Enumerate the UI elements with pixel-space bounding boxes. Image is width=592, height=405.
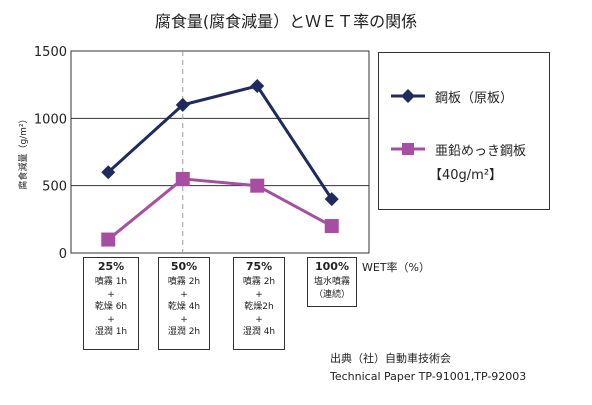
condition-step: 乾燥 6h — [94, 302, 128, 312]
condition-steps: 噴霧 2h + 乾燥2h + 湿潤 4h — [234, 276, 284, 339]
chart-title: 腐食量(腐食減量）とＷＥＴ率の関係 — [155, 12, 417, 31]
data-point-diamond — [324, 192, 339, 207]
data-point-diamond — [250, 79, 265, 94]
condition-box-75: 75% 噴霧 2h + 乾燥2h + 湿潤 4h — [233, 257, 285, 350]
legend-marker-galvanized — [402, 143, 414, 155]
legend-markers — [391, 89, 425, 155]
condition-step: + — [255, 289, 263, 300]
data-point-square — [175, 171, 190, 186]
data-point-square — [324, 219, 339, 234]
legend-marker-steel — [401, 89, 415, 103]
data-point-square — [101, 232, 116, 247]
legend-label-galvanized: 亜鉛めっき鋼板 — [435, 144, 527, 159]
condition-step: （連続） — [313, 289, 350, 300]
condition-step: 噴霧 1h — [94, 277, 128, 287]
condition-step: 乾燥 4h — [167, 302, 201, 312]
legend-note: 【40g/m²】 — [429, 168, 503, 183]
legend-label-steel: 鋼板（原板） — [435, 91, 514, 106]
condition-step: 乾燥2h — [244, 302, 274, 312]
condition-steps: 噴霧 1h + 乾燥 6h + 湿潤 1h — [84, 276, 138, 339]
condition-step: + — [107, 289, 115, 300]
condition-steps: 塩水噴霧 （連続） — [308, 276, 356, 301]
condition-step: 塩水噴霧 — [313, 277, 350, 287]
y-axis-label: 腐食減量（g/m²） — [17, 114, 29, 189]
condition-pct: 25% — [97, 260, 125, 273]
condition-pct: 50% — [170, 260, 198, 273]
y-tick-label: 1500 — [34, 45, 67, 60]
condition-steps: 噴霧 2h + 乾燥 4h + 湿潤 2h — [159, 276, 209, 339]
series-line-1 — [107, 177, 333, 241]
data-point-square — [250, 178, 265, 193]
source-line-1: 出典（社）自動車技術会 — [330, 352, 451, 365]
legend: 鋼板（原板） 亜鉛めっき鋼板 【40g/m²】 — [378, 52, 550, 210]
condition-step: + — [180, 289, 188, 300]
data-point-diamond — [101, 165, 116, 180]
source-line-2: Technical Paper TP-91001,TP-92003 — [330, 370, 527, 383]
plot-area: 0 500 1000 1500 — [34, 45, 370, 262]
condition-step: + — [180, 314, 188, 325]
data-point-diamond — [175, 97, 190, 112]
condition-box-25: 25% 噴霧 1h + 乾燥 6h + 湿潤 1h — [83, 257, 139, 350]
y-tick-label: 0 — [59, 247, 67, 262]
condition-box-100: 100% 塩水噴霧 （連続） — [307, 257, 357, 307]
condition-pct: 75% — [245, 260, 273, 273]
condition-step: 噴霧 2h — [167, 277, 201, 287]
condition-step: 湿潤 2h — [167, 327, 201, 337]
condition-step: + — [255, 314, 263, 325]
y-tick-label: 1000 — [34, 112, 67, 127]
y-tick-label: 500 — [42, 180, 67, 195]
condition-box-50: 50% 噴霧 2h + 乾燥 4h + 湿潤 2h — [158, 257, 210, 350]
condition-step: 湿潤 1h — [94, 327, 128, 337]
x-axis-label: WET率（%） — [362, 260, 430, 274]
condition-step: 湿潤 4h — [242, 327, 276, 337]
condition-pct: 100% — [315, 260, 349, 273]
series-line-0 — [107, 84, 334, 200]
condition-step: 噴霧 2h — [242, 277, 276, 287]
condition-step: + — [107, 314, 115, 325]
plot-frame — [70, 50, 370, 254]
